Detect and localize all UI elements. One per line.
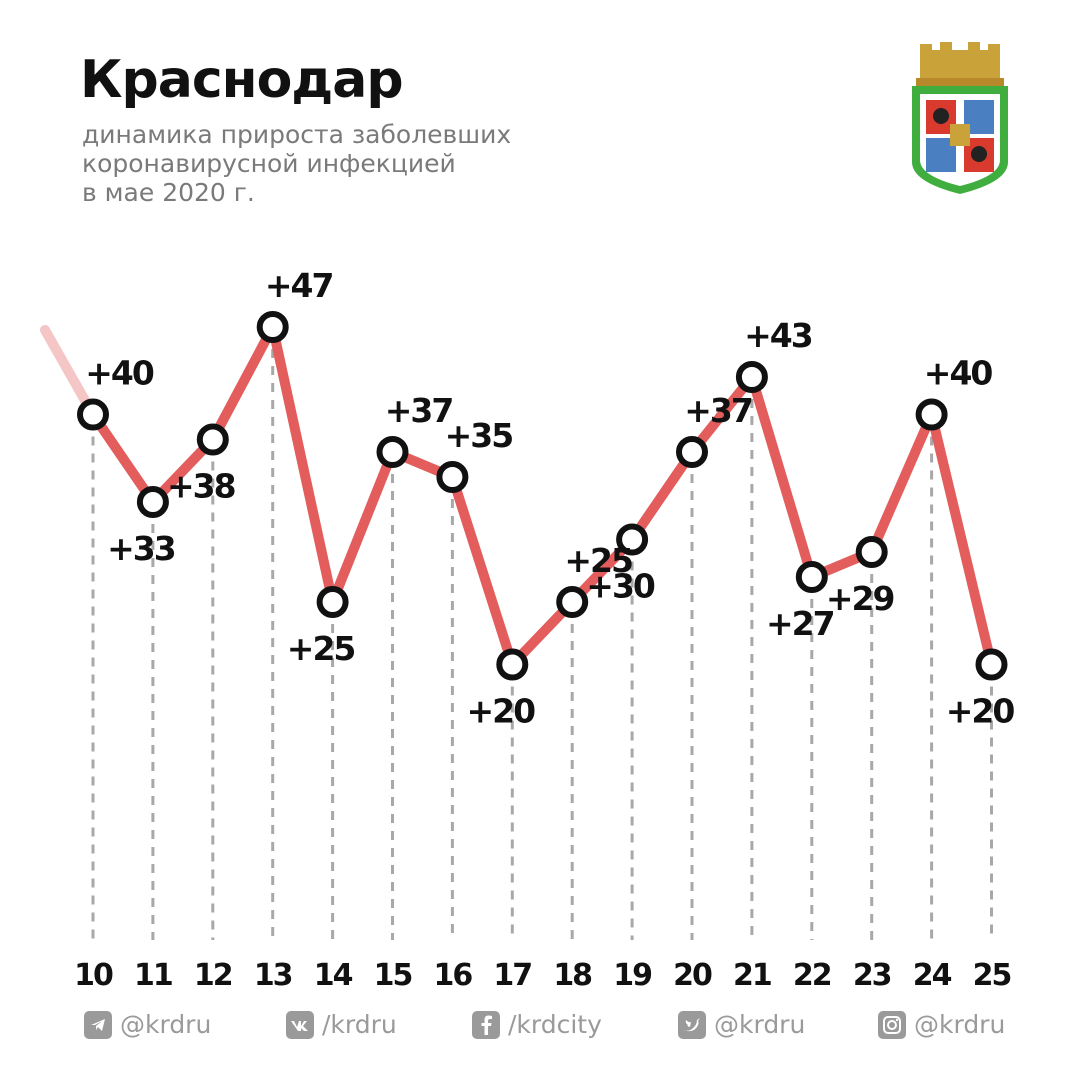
x-tick-12: 12 [194,958,232,993]
data-label-23: +29 [826,579,894,618]
data-label-20: +37 [684,391,752,430]
data-label-25: +20 [946,692,1015,731]
x-tick-17: 17 [493,958,531,993]
social-instagram[interactable]: @krdru [878,1010,1005,1039]
subtitle-line-3: в мае 2020 г. [82,178,255,207]
data-label-21: +43 [744,316,812,355]
point-18 [556,586,589,618]
point-10 [77,398,109,431]
x-tick-11: 11 [134,958,172,993]
x-tick-24: 24 [913,958,952,993]
twitter-icon [678,1010,706,1039]
social-instagram-text: @krdru [914,1010,1006,1039]
data-label-11: +33 [107,529,175,568]
data-label-19: +30 [586,567,655,606]
x-tick-14: 14 [314,958,353,993]
social-twitter-text: @krdru [714,1010,806,1039]
point-17 [496,648,529,681]
point-24 [915,398,948,431]
x-tick-13: 13 [254,958,292,993]
data-label-18: +25 [564,541,632,580]
data-label-14: +25 [287,629,355,668]
data-label-16: +35 [445,416,513,455]
x-tick-21: 21 [733,958,771,993]
x-tick-20: 20 [673,958,712,993]
page-title: Краснодар [80,50,404,110]
facebook-icon [472,1010,500,1039]
data-label-10: +40 [85,354,154,393]
social-facebook[interactable]: /krdcity [472,1010,602,1039]
footer-social-links: @krdru /krdru /krdcity @krdru @krdru [0,1010,1080,1054]
x-tick-16: 16 [434,958,473,993]
series-line [88,322,997,670]
subtitle: динамика прироста заболевших коронавирус… [82,120,511,207]
data-label-12: +38 [167,467,235,506]
data-label-24: +40 [924,354,993,393]
point-16 [436,461,469,493]
x-tick-19: 19 [613,958,651,993]
subtitle-line-1: динамика прироста заболевших [82,120,512,149]
point-11 [136,486,169,518]
data-label-17: +20 [467,692,536,731]
data-label-15: +37 [385,391,453,430]
social-telegram[interactable]: @krdru [84,1010,211,1039]
point-19 [616,523,649,556]
instagram-icon [878,1010,906,1039]
social-telegram-text: @krdru [120,1010,212,1039]
point-14 [316,586,349,618]
telegram-icon [84,1010,112,1039]
x-tick-25: 25 [973,958,1011,993]
point-25 [975,648,1008,681]
social-twitter[interactable]: @krdru [678,1010,805,1039]
social-facebook-text: /krdcity [508,1010,602,1039]
series-lead-in [40,325,98,420]
data-label-22: +27 [766,604,834,643]
data-label-13: +47 [265,266,333,305]
x-tick-23: 23 [853,958,891,993]
social-vk[interactable]: /krdru [286,1010,397,1039]
vk-icon [286,1010,314,1039]
x-tick-15: 15 [374,958,412,993]
point-22 [795,561,828,593]
x-tick-22: 22 [793,958,831,993]
city-coat-of-arms [912,42,1008,194]
point-12 [196,423,229,456]
x-tick-18: 18 [553,958,592,993]
point-23 [855,536,888,568]
subtitle-line-2: коронавирусной инфекцией [82,149,456,178]
social-vk-text: /krdru [322,1010,397,1039]
point-13 [256,311,289,343]
point-21 [735,361,768,393]
x-tick-10: 10 [74,958,113,993]
point-20 [676,436,708,468]
point-15 [376,436,409,468]
